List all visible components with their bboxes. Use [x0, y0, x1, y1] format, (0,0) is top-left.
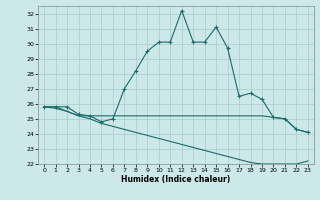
X-axis label: Humidex (Indice chaleur): Humidex (Indice chaleur) — [121, 175, 231, 184]
